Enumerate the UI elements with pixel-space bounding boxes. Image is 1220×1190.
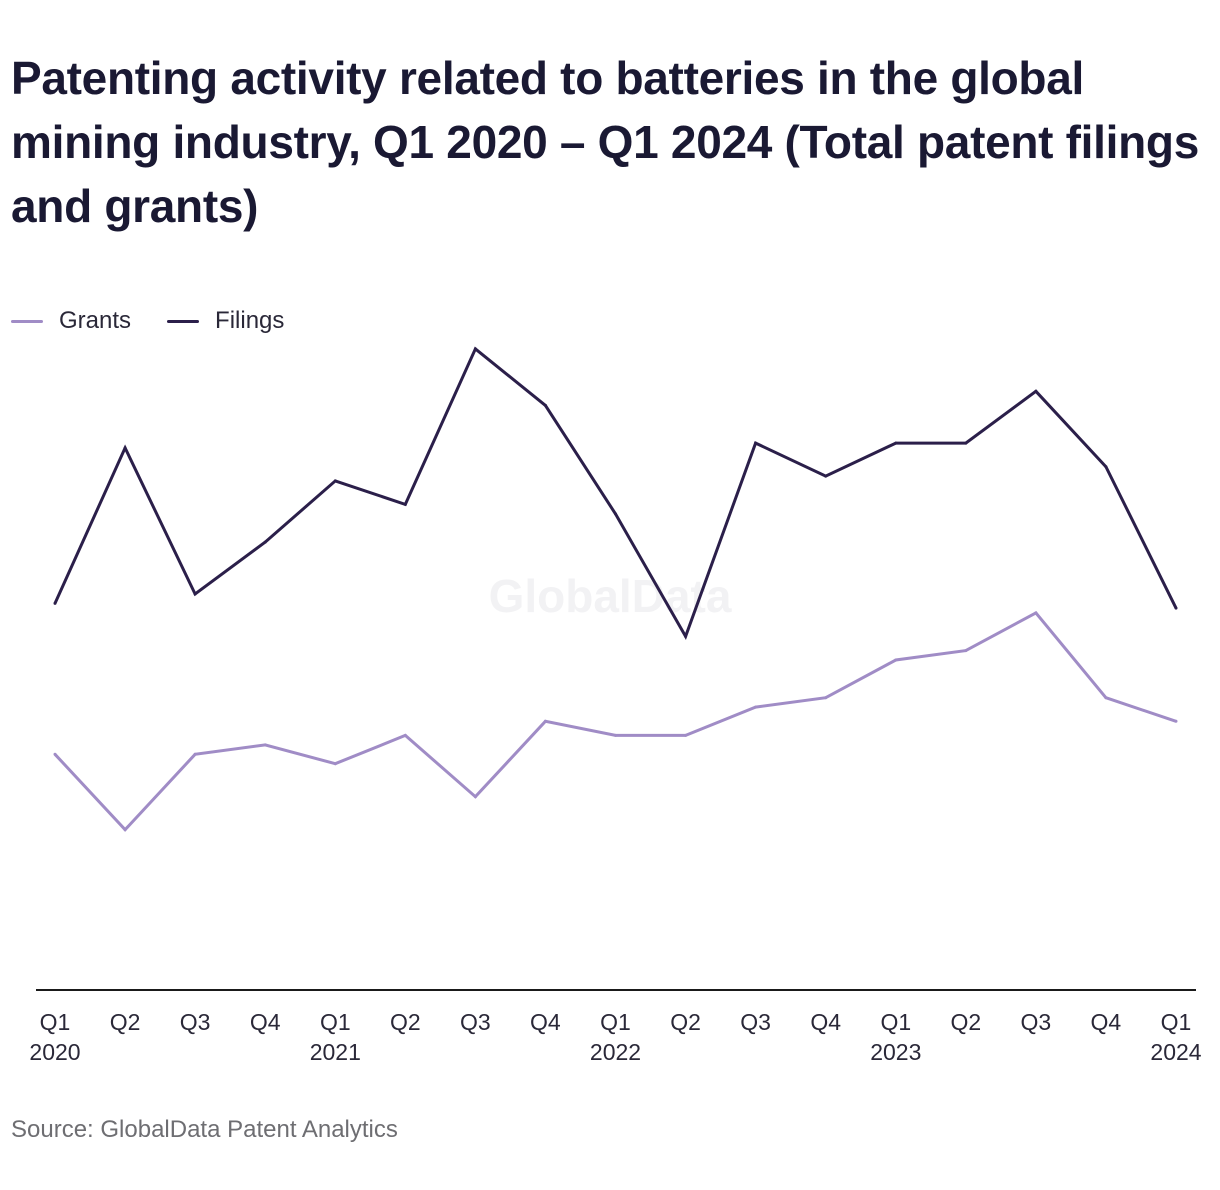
legend-swatch-filings	[167, 319, 200, 323]
data-point-filings	[123, 446, 127, 450]
legend-swatch-grants	[11, 319, 43, 323]
data-point-grants	[193, 752, 197, 756]
x-tick-year-label: 2023	[870, 1039, 921, 1065]
x-tick-label: Q1	[1161, 1009, 1192, 1035]
data-point-grants	[263, 743, 267, 747]
x-tick-year-label: 2021	[310, 1039, 361, 1065]
legend-item-grants: Grants	[11, 307, 131, 335]
x-axis-ticks: Q1 2020 Q2 Q3 Q4 Q1 2021 Q2 Q3 Q4 Q1 2022 Q2 Q3 Q4 Q1 20…	[29, 1009, 1201, 1065]
data-point-grants	[1104, 696, 1108, 700]
series-layer	[53, 346, 1178, 832]
data-point-filings	[964, 441, 968, 445]
x-tick-label: Q2	[950, 1009, 981, 1035]
x-tick-label: Q3	[180, 1009, 211, 1035]
x-tick-label: Q4	[1091, 1009, 1122, 1035]
data-point-filings	[543, 403, 547, 407]
data-point-filings	[53, 601, 57, 605]
legend-label-filings: Filings	[215, 307, 285, 334]
chart-title: Patenting activity related to batteries …	[11, 52, 1200, 232]
data-point-filings	[193, 592, 197, 596]
x-tick-label: Q3	[740, 1009, 771, 1035]
legend-label-grants: Grants	[59, 307, 132, 334]
x-tick-year-label: 2020	[29, 1039, 80, 1065]
data-point-grants	[684, 733, 688, 737]
data-point-filings	[684, 634, 688, 638]
data-point-filings	[1034, 389, 1038, 393]
data-point-filings	[754, 441, 758, 445]
data-point-grants	[894, 658, 898, 662]
x-tick-label: Q2	[670, 1009, 701, 1035]
line-chart: GlobalData Q1 2020 Q2 Q3 Q4 Q1 2021 Q2 Q3 Q4 Q1 202…	[29, 346, 1202, 1065]
data-point-grants	[824, 696, 828, 700]
x-tick-label: Q1	[320, 1009, 351, 1035]
data-point-grants	[964, 649, 968, 653]
data-point-filings	[333, 479, 337, 483]
legend-item-filings: Filings	[167, 307, 284, 335]
data-point-filings	[614, 512, 617, 516]
data-point-filings	[1174, 606, 1178, 610]
x-tick-label: Q4	[810, 1009, 841, 1035]
series-line-grants	[53, 610, 1177, 832]
data-point-grants	[473, 795, 477, 799]
x-tick-label: Q3	[460, 1009, 491, 1035]
x-tick-label: Q3	[1021, 1009, 1052, 1035]
data-point-grants	[754, 705, 758, 709]
data-point-filings	[473, 347, 477, 351]
data-point-grants	[1174, 719, 1178, 723]
x-tick-label: Q4	[530, 1009, 561, 1035]
data-point-grants	[53, 752, 57, 756]
x-tick-label: Q2	[110, 1009, 141, 1035]
data-point-filings	[824, 474, 828, 478]
data-point-grants	[1034, 611, 1038, 615]
x-tick-label: Q1	[880, 1009, 911, 1035]
source-note: Source: GlobalData Patent Analytics	[11, 1116, 398, 1143]
data-point-grants	[333, 762, 337, 766]
legend: Grants Filings	[11, 306, 320, 336]
data-point-filings	[263, 540, 267, 544]
data-point-grants	[403, 733, 407, 737]
data-point-filings	[403, 502, 407, 506]
watermark: GlobalData	[489, 570, 732, 622]
data-point-filings	[1104, 465, 1108, 469]
x-tick-label: Q1	[600, 1009, 631, 1035]
x-tick-year-label: 2022	[590, 1039, 641, 1065]
data-point-grants	[543, 719, 547, 723]
data-point-filings	[894, 441, 898, 445]
x-tick-year-label: 2024	[1150, 1039, 1201, 1065]
x-tick-label: Q1	[40, 1009, 71, 1035]
x-tick-label: Q4	[250, 1009, 281, 1035]
x-tick-label: Q2	[390, 1009, 421, 1035]
data-point-grants	[614, 733, 617, 737]
data-point-grants	[123, 828, 127, 832]
